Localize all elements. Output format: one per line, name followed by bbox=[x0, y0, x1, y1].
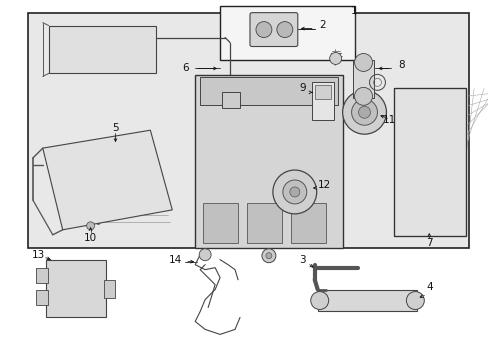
Circle shape bbox=[86, 222, 94, 230]
Text: 6: 6 bbox=[182, 63, 188, 73]
Text: 12: 12 bbox=[317, 180, 331, 190]
Bar bbox=[394, 88, 465, 236]
Circle shape bbox=[351, 99, 377, 125]
Text: 8: 8 bbox=[397, 60, 404, 71]
Circle shape bbox=[262, 249, 275, 263]
Bar bbox=[222, 92, 240, 108]
Circle shape bbox=[199, 249, 211, 261]
Text: 13: 13 bbox=[32, 250, 45, 260]
Bar bbox=[103, 280, 115, 298]
Bar bbox=[28, 13, 468, 248]
Text: 9: 9 bbox=[299, 84, 305, 93]
Circle shape bbox=[342, 90, 386, 134]
FancyBboxPatch shape bbox=[249, 13, 297, 46]
Bar bbox=[49, 26, 156, 73]
Circle shape bbox=[354, 54, 372, 71]
Bar bbox=[351, 95, 377, 113]
Text: 11: 11 bbox=[382, 115, 395, 125]
Polygon shape bbox=[42, 130, 172, 230]
Bar bbox=[195, 75, 342, 248]
Text: 7: 7 bbox=[425, 238, 432, 248]
Circle shape bbox=[265, 253, 271, 259]
Bar bbox=[36, 289, 48, 305]
Bar bbox=[200, 77, 337, 105]
Circle shape bbox=[310, 292, 328, 310]
Circle shape bbox=[255, 22, 271, 37]
Circle shape bbox=[276, 22, 292, 37]
Bar bbox=[311, 82, 333, 120]
Circle shape bbox=[329, 53, 341, 64]
Text: 1: 1 bbox=[350, 6, 357, 15]
Text: 4: 4 bbox=[425, 282, 432, 292]
Text: 10: 10 bbox=[84, 233, 97, 243]
Bar bbox=[203, 203, 238, 243]
Circle shape bbox=[272, 170, 316, 214]
Bar bbox=[246, 203, 281, 243]
Circle shape bbox=[406, 292, 424, 310]
Bar bbox=[317, 289, 416, 311]
Circle shape bbox=[289, 187, 299, 197]
Circle shape bbox=[358, 106, 370, 118]
Circle shape bbox=[282, 180, 306, 204]
Bar bbox=[352, 60, 374, 98]
Text: 3: 3 bbox=[299, 255, 305, 265]
Text: 5: 5 bbox=[112, 123, 119, 133]
Text: 2: 2 bbox=[319, 19, 325, 30]
Bar bbox=[251, 15, 295, 45]
Bar bbox=[314, 85, 330, 99]
Text: 14: 14 bbox=[168, 255, 182, 265]
Bar bbox=[290, 203, 325, 243]
Bar bbox=[36, 268, 48, 283]
Bar bbox=[394, 88, 465, 236]
Circle shape bbox=[354, 87, 372, 105]
Bar bbox=[46, 260, 105, 318]
Bar bbox=[220, 6, 354, 60]
